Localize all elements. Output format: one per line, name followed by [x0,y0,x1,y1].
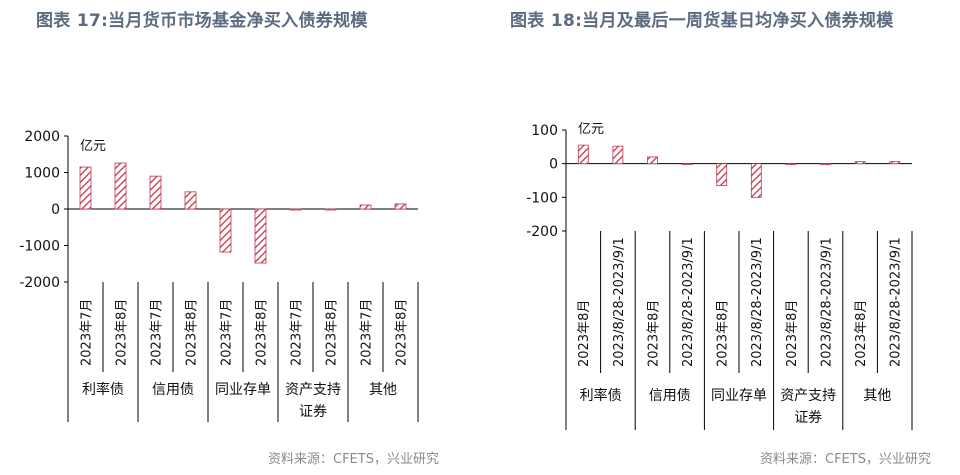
category-label: 2023年7月 [149,299,164,366]
group-label: 同业存单 [711,388,767,404]
group-label: 证券 [299,404,327,420]
category-label: 2023年8月 [646,300,661,367]
bar [149,175,162,210]
category-label: 2023年7月 [219,299,234,366]
category-label: 2023/8/28-2023/9/1 [612,237,627,367]
category-label: 2023年8月 [394,299,409,366]
group-label: 资产支持 [285,382,341,398]
y-unit-label: 亿元 [578,122,604,137]
group-label: 利率债 [580,387,622,404]
y-tick-label: 0 [51,202,60,218]
category-label: 2023年8月 [854,300,869,367]
bar [79,166,92,210]
bar [889,161,901,165]
bar [681,163,693,166]
category-label: 2023年8月 [577,300,592,367]
bar [854,161,866,165]
y-unit-label: 亿元 [80,139,106,154]
group-label: 信用债 [152,382,194,398]
y-tick-label: 100 [531,123,558,139]
bar [647,156,658,165]
bar [716,163,728,186]
group-label: 利率债 [82,381,124,398]
group-label: 其他 [369,382,397,398]
left-source-note: 资料来源：CFETS，兴业研究 [268,452,439,467]
category-label: 2023/8/28-2023/9/1 [889,237,904,367]
category-label: 2023年8月 [324,299,339,366]
right-chart: 100 0 -100 -200 亿元 2023年8月 2023/8/28-2023/9/1 2… [526,122,913,430]
bar [577,144,589,165]
group-label: 资产支持 [780,388,836,404]
group-label: 证券 [794,410,822,426]
bar [219,208,232,253]
category-label: 2023年8月 [114,299,129,366]
y-tick-label: -1000 [19,239,60,255]
y-tick-label: -2000 [19,275,60,291]
bar [324,208,337,211]
bar [820,163,831,166]
bar [184,191,197,210]
bar [612,145,624,165]
bar [359,204,372,210]
y-tick-label: 0 [549,157,558,173]
bar [750,163,762,198]
bar [289,208,302,211]
y-tick-label: 2000 [24,129,60,145]
category-label: 2023/8/28-2023/9/1 [819,237,834,367]
category-label: 2023年8月 [716,300,731,367]
left-chart: 2000 1000 0 -1000 -2000 亿元 2023年7月 2023年8月 2023年… [19,129,419,422]
y-tick-label: -200 [526,224,558,240]
category-label: 2023年7月 [79,299,94,366]
bar [785,163,797,166]
group-label: 信用债 [649,388,691,404]
bar [114,162,127,210]
category-label: 2023/8/28-2023/9/1 [750,237,765,367]
category-label: 2023年7月 [289,299,304,366]
right-chart-title: 图表 18:当月及最后一周货基日均净买入债券规模 [510,11,894,31]
left-chart-title: 图表 17:当月货币市场基金净买入债券规模 [36,11,368,31]
category-label: 2023年8月 [785,300,800,367]
category-label: 2023年8月 [184,299,199,366]
bar [254,208,267,264]
category-label: 2023年8月 [254,299,269,366]
group-label: 其他 [863,388,891,404]
group-label: 同业存单 [215,382,271,398]
category-label: 2023年7月 [359,299,374,366]
right-source-note: 资料来源：CFETS，兴业研究 [760,452,931,467]
y-tick-label: 1000 [24,166,60,182]
y-tick-label: -100 [526,190,558,206]
bar [394,203,407,210]
category-label: 2023/8/28-2023/9/1 [681,237,696,367]
